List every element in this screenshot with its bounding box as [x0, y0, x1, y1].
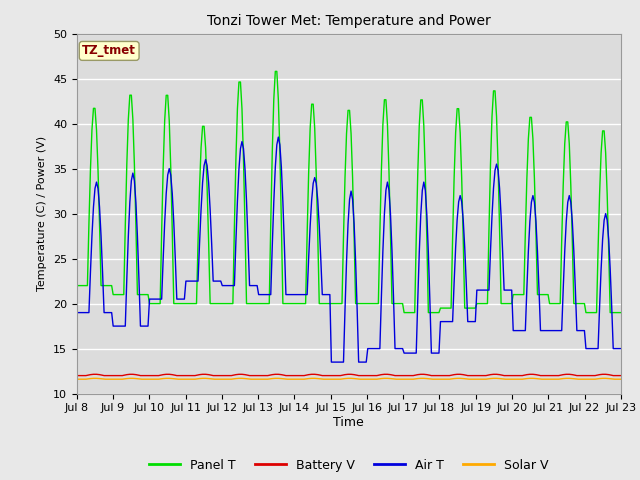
Panel T: [262, 300, 270, 306]
Y-axis label: Temperature (C) / Power (V): Temperature (C) / Power (V): [37, 136, 47, 291]
Line: Panel T: Panel T: [77, 72, 621, 312]
Solar V: [141, 376, 149, 382]
Panel T: [73, 283, 81, 288]
Line: Air T: Air T: [77, 137, 621, 362]
Battery V: [617, 372, 625, 378]
Air T: [617, 346, 625, 351]
Panel T: [235, 79, 243, 85]
Air T: [328, 359, 335, 365]
Solar V: [237, 375, 244, 381]
Line: Battery V: Battery V: [77, 374, 621, 375]
Battery V: [312, 372, 320, 377]
Solar V: [91, 375, 99, 381]
Battery V: [91, 372, 99, 377]
Battery V: [264, 372, 271, 378]
Legend: Panel T, Battery V, Air T, Solar V: Panel T, Battery V, Air T, Solar V: [144, 454, 554, 477]
Air T: [253, 283, 261, 288]
Line: Solar V: Solar V: [77, 378, 621, 379]
Air T: [262, 292, 270, 298]
Solar V: [312, 375, 320, 381]
Solar V: [255, 376, 262, 382]
Panel T: [589, 310, 597, 315]
Solar V: [73, 376, 81, 382]
Battery V: [73, 372, 81, 378]
Battery V: [588, 372, 596, 378]
Air T: [235, 166, 243, 172]
Battery V: [237, 372, 244, 377]
Air T: [140, 323, 147, 329]
Panel T: [617, 310, 625, 315]
Air T: [275, 134, 282, 140]
Panel T: [271, 69, 279, 74]
Panel T: [400, 310, 408, 315]
Battery V: [141, 372, 149, 378]
Air T: [73, 310, 81, 315]
Text: TZ_tmet: TZ_tmet: [82, 44, 136, 58]
Air T: [312, 180, 320, 186]
Panel T: [253, 300, 261, 306]
Solar V: [588, 376, 596, 382]
Air T: [589, 346, 597, 351]
Title: Tonzi Tower Met: Temperature and Power: Tonzi Tower Met: Temperature and Power: [207, 14, 491, 28]
Solar V: [617, 376, 625, 382]
X-axis label: Time: Time: [333, 416, 364, 429]
Battery V: [255, 372, 262, 378]
Solar V: [264, 376, 271, 382]
Panel T: [312, 170, 320, 176]
Panel T: [140, 292, 147, 298]
